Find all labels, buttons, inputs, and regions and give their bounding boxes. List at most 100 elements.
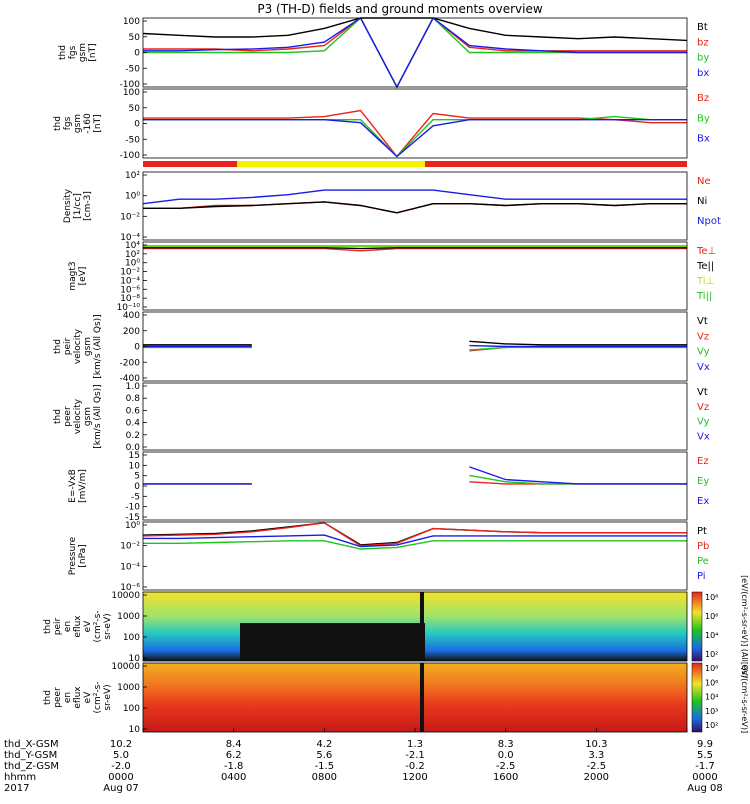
series-line-Pe [143, 540, 687, 550]
y-axis-label: [nPa] [78, 544, 88, 567]
legend-entry: Ti⊥ [696, 276, 714, 287]
legend-entry: Vz [697, 402, 709, 413]
y-tick-label: -15 [125, 513, 140, 523]
time-label: 0000 [108, 772, 133, 783]
y-axis-label: gsm [83, 407, 93, 426]
legend-entry: Ez [697, 456, 709, 467]
y-axis-label: thd [43, 690, 53, 705]
colorbar [691, 591, 703, 662]
legend-entry: Pt [697, 526, 707, 537]
y-tick-label: 100 [123, 17, 140, 27]
series-line-Vt [143, 340, 687, 346]
y-tick-label: 10⁻⁸ [120, 294, 140, 304]
legend-entry: Bt [697, 22, 708, 33]
legend-entry: by [697, 53, 709, 64]
ephem-x: 10.3 [585, 739, 607, 750]
y-tick-label: 10⁻² [120, 268, 140, 278]
colorbar-label: [eV/(cm²-s-sr-eV)] (All Qs) [740, 575, 749, 678]
y-tick-label: 10000 [111, 662, 140, 672]
panel-frame [142, 171, 688, 241]
series-line-By [143, 115, 687, 158]
y-axis-label: peer [63, 406, 73, 427]
colorbar-tick-label: 10⁸ [705, 664, 718, 673]
y-tick-label: 10 [129, 461, 141, 471]
y-axis-label: (cm²-s- [93, 681, 103, 713]
series-line-Vx [143, 344, 687, 348]
time-label: 2000 [584, 772, 609, 783]
panel-fgs-bt: 100 50 0 -50 -100 thd fgs gsm [nT] [58, 16, 688, 90]
y-axis-label: magt3 [68, 261, 78, 290]
spectrogram-marker [420, 592, 424, 661]
y-axis-label: [cm-3] [83, 191, 93, 221]
panel-density: 10² 10⁰ 10⁻² 10⁻⁴ Density [1/cc] [cm-3] [63, 171, 688, 243]
y-tick-label: 100 [123, 633, 140, 643]
colorbar-tick-label: 10³ [705, 707, 718, 716]
footer-row-label: hhmm [4, 772, 36, 783]
y-tick-label: -100 [120, 151, 141, 161]
y-tick-label: 5 [134, 472, 140, 482]
y-axis-label: sr-eV) [103, 684, 113, 710]
y-tick-label: 10⁻⁴ [120, 276, 140, 286]
ephem-y: 3.3 [588, 750, 604, 761]
legend-entry: Pi [697, 571, 706, 582]
y-axis-label: velocity [73, 328, 83, 364]
y-axis-label: [km/s (All Qs)] [93, 384, 103, 448]
series-line-Npot [142, 189, 687, 205]
ephem-z: -1.5 [315, 761, 335, 772]
y-tick-label: 0 [134, 120, 140, 130]
legend-entry: Ti|| [696, 291, 712, 302]
y-tick-label: 10⁻¹⁰ [117, 303, 141, 313]
y-tick-label: -5 [131, 492, 140, 502]
y-axis-label: Density [63, 188, 73, 223]
series-line-Te⊥ [143, 247, 687, 252]
legend-entry: bx [697, 68, 709, 79]
y-tick-label: 10⁰ [125, 192, 140, 202]
y-axis-label: eV [83, 691, 93, 704]
y-tick-label: 100 [123, 704, 140, 714]
ephem-x: 1.3 [407, 739, 423, 750]
colorbar-tick-label: 10⁶ [705, 678, 718, 687]
panel-frame [142, 591, 688, 662]
colorbar [691, 662, 703, 733]
ephem-x: 4.2 [316, 739, 332, 750]
y-tick-label: -50 [125, 64, 140, 74]
y-axis-label: velocity [73, 398, 83, 434]
series-line-Bz [143, 109, 687, 158]
y-tick-label: 10² [125, 250, 140, 260]
y-axis-label: peir [63, 337, 73, 355]
y-axis-label: thd [53, 116, 63, 131]
y-tick-label: 10⁻⁴ [120, 233, 140, 243]
colorbar-tick-label: 10⁴ [705, 693, 718, 702]
series-line-Ey [143, 474, 687, 485]
y-tick-label: 100 [123, 88, 140, 98]
y-tick-label: 1.0 [126, 382, 141, 392]
y-tick-label: 0.4 [126, 419, 141, 429]
y-tick-label: -10 [125, 503, 140, 513]
y-tick-label: 0 [134, 343, 140, 353]
spectrogram-fill [143, 663, 687, 732]
y-tick-label: 50 [129, 104, 141, 114]
y-tick-label: 0 [134, 49, 140, 59]
time-label: 1200 [402, 772, 427, 783]
panel-frame [142, 521, 688, 591]
ephem-y: -2.1 [405, 750, 425, 761]
legend-entry: Ni [697, 196, 707, 207]
mode-bar-segment [143, 161, 237, 167]
footer-row-label: thd_X-GSM [4, 739, 59, 750]
panel-frame [142, 88, 688, 159]
y-axis-label: thd [58, 45, 68, 60]
y-tick-label: -50 [125, 135, 140, 145]
y-axis-label: [nT] [88, 43, 98, 61]
time-label: 0000 [692, 772, 717, 783]
legend-entry: Pe [697, 556, 709, 567]
y-tick-label: 0.6 [126, 406, 141, 416]
legend-entry: Npot [697, 216, 721, 227]
panel-frame [142, 451, 688, 521]
footer-row-label: thd_Y-GSM [4, 750, 57, 761]
series-line-Te|| [143, 247, 687, 250]
y-axis-label: peir [53, 617, 63, 635]
legend-entry: Vy [697, 347, 710, 358]
